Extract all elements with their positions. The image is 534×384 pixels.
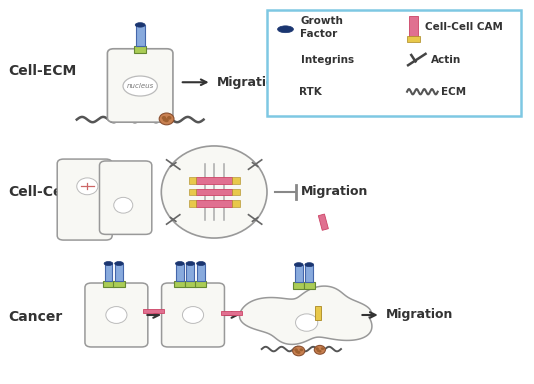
Ellipse shape: [176, 262, 184, 265]
Ellipse shape: [167, 116, 171, 120]
Text: Cell-Cell CAM: Cell-Cell CAM: [425, 22, 503, 32]
Bar: [409, 16, 418, 37]
Ellipse shape: [321, 347, 324, 350]
Text: Cell-ECM: Cell-ECM: [8, 64, 76, 78]
Ellipse shape: [278, 53, 293, 66]
FancyBboxPatch shape: [162, 283, 224, 347]
Bar: [185, 281, 196, 287]
Bar: [196, 177, 232, 184]
Text: Growth
Factor: Growth Factor: [300, 16, 343, 38]
Bar: [176, 263, 184, 281]
Ellipse shape: [183, 306, 203, 323]
Bar: [281, 74, 290, 92]
Bar: [195, 281, 207, 287]
Bar: [189, 200, 196, 207]
Ellipse shape: [114, 197, 133, 213]
Polygon shape: [240, 286, 372, 344]
Ellipse shape: [294, 263, 303, 266]
Bar: [280, 92, 292, 99]
Ellipse shape: [305, 263, 313, 266]
Ellipse shape: [104, 262, 113, 265]
Ellipse shape: [281, 58, 286, 62]
Ellipse shape: [295, 314, 318, 331]
Ellipse shape: [77, 178, 98, 195]
Bar: [293, 282, 304, 288]
Bar: [318, 214, 328, 230]
Text: RTK: RTK: [299, 87, 321, 97]
Bar: [305, 265, 313, 282]
Bar: [174, 281, 185, 287]
Text: nucleus: nucleus: [127, 83, 154, 89]
Bar: [315, 306, 321, 320]
Bar: [221, 311, 242, 315]
Ellipse shape: [135, 23, 145, 27]
Text: Actin: Actin: [431, 55, 461, 65]
Ellipse shape: [286, 56, 290, 60]
Bar: [136, 25, 145, 46]
Ellipse shape: [317, 349, 320, 352]
Ellipse shape: [115, 262, 123, 265]
Ellipse shape: [315, 345, 325, 354]
Bar: [196, 189, 232, 195]
Ellipse shape: [197, 262, 205, 265]
FancyBboxPatch shape: [107, 49, 173, 122]
Ellipse shape: [295, 350, 299, 353]
Ellipse shape: [318, 350, 321, 353]
Bar: [143, 309, 164, 313]
Ellipse shape: [278, 26, 293, 33]
Ellipse shape: [162, 116, 166, 120]
Text: Migration: Migration: [217, 76, 284, 89]
Bar: [267, 10, 521, 116]
Bar: [304, 282, 315, 288]
Bar: [114, 281, 124, 287]
Ellipse shape: [283, 59, 288, 63]
Bar: [197, 263, 205, 281]
Text: Migration: Migration: [386, 308, 453, 321]
FancyBboxPatch shape: [99, 161, 152, 234]
Bar: [407, 36, 420, 42]
Ellipse shape: [293, 346, 305, 356]
Ellipse shape: [123, 76, 158, 96]
Bar: [103, 281, 114, 287]
Bar: [105, 263, 113, 281]
Ellipse shape: [297, 351, 301, 354]
Bar: [115, 263, 123, 281]
Ellipse shape: [161, 146, 267, 238]
Bar: [232, 189, 240, 195]
Bar: [189, 177, 196, 184]
FancyBboxPatch shape: [57, 159, 112, 240]
Ellipse shape: [163, 118, 167, 121]
Ellipse shape: [316, 347, 319, 350]
Bar: [196, 200, 232, 207]
Text: Migration: Migration: [301, 185, 368, 199]
Ellipse shape: [300, 348, 303, 351]
Ellipse shape: [186, 262, 195, 265]
Bar: [295, 265, 303, 282]
Text: Cell-Cell: Cell-Cell: [8, 185, 72, 199]
Ellipse shape: [280, 56, 285, 60]
Ellipse shape: [106, 306, 127, 323]
Bar: [186, 263, 194, 281]
Text: ECM: ECM: [442, 87, 467, 97]
Bar: [189, 189, 196, 195]
Text: Integrins: Integrins: [301, 55, 355, 65]
Text: Cancer: Cancer: [8, 310, 62, 324]
Ellipse shape: [159, 113, 174, 125]
Ellipse shape: [294, 348, 298, 351]
Bar: [232, 177, 240, 184]
Ellipse shape: [164, 119, 169, 122]
FancyBboxPatch shape: [85, 283, 148, 347]
Bar: [232, 200, 240, 207]
Ellipse shape: [281, 73, 290, 77]
Bar: [134, 46, 146, 53]
